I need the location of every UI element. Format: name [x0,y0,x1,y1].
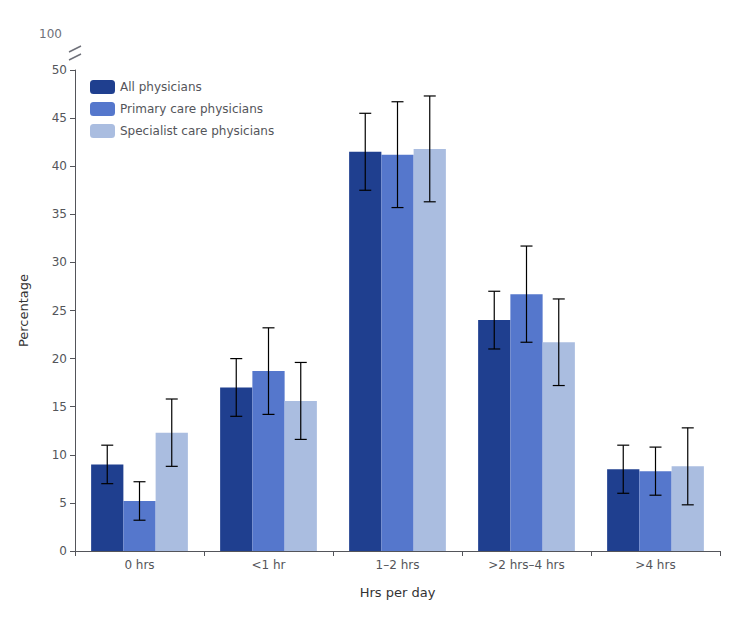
svg-text:50: 50 [52,63,67,77]
svg-text:15: 15 [52,400,67,414]
svg-text:Specialist care physicians: Specialist care physicians [120,124,274,138]
svg-text:Hrs per day: Hrs per day [360,585,436,600]
svg-text:Primary care physicians: Primary care physicians [120,102,263,116]
svg-text:5: 5 [59,496,67,510]
svg-text:Percentage: Percentage [16,274,31,347]
svg-text:35: 35 [52,207,67,221]
svg-text:45: 45 [52,111,67,125]
svg-text:>4 hrs: >4 hrs [635,558,675,572]
svg-text:0: 0 [59,544,67,558]
svg-text:All physicians: All physicians [120,80,202,94]
svg-text:30: 30 [52,255,67,269]
svg-text:10: 10 [52,448,67,462]
svg-text:>2 hrs–4 hrs: >2 hrs–4 hrs [488,558,565,572]
svg-text:20: 20 [52,352,67,366]
svg-text:100: 100 [39,27,62,41]
svg-text:1–2 hrs: 1–2 hrs [376,558,420,572]
svg-text:0 hrs: 0 hrs [124,558,154,572]
svg-text:40: 40 [52,159,67,173]
svg-text:<1 hr: <1 hr [251,558,285,572]
svg-text:25: 25 [52,304,67,318]
